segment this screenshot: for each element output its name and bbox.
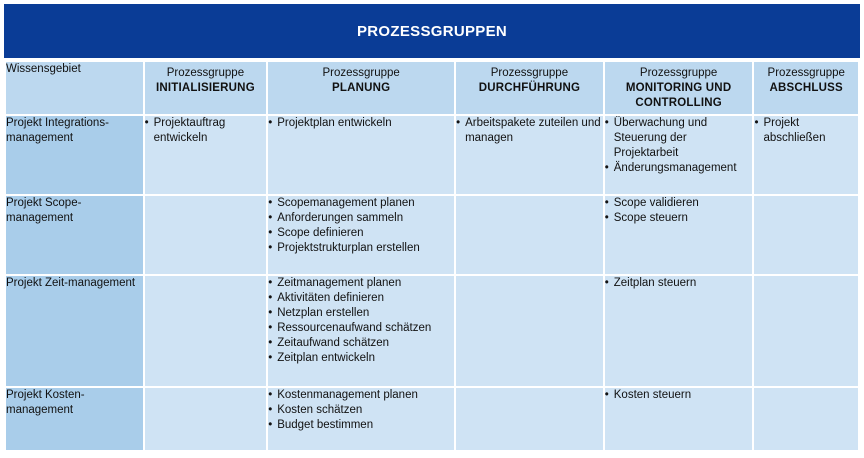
header-planung: Prozessgruppe PLANUNG — [268, 62, 455, 114]
process-item: Änderungsmanagement — [605, 161, 753, 176]
process-cell: Scopemanagement planenAnforderungen samm… — [268, 196, 455, 274]
table-row: Projekt Integrations-management Projekta… — [6, 116, 858, 194]
header-row: Wissensgebiet Prozessgruppe INITIALISIERU… — [6, 62, 858, 114]
process-item: Zeitplan entwickeln — [268, 351, 454, 366]
banner-title: PROZESSGRUPPEN — [4, 4, 860, 58]
process-item: Zeitplan steuern — [605, 276, 753, 291]
knowledge-area-label: Projekt Scope-management — [6, 196, 143, 274]
process-item: Zeitaufwand schätzen — [268, 336, 454, 351]
process-item: Kostenmanagement planen — [268, 388, 454, 403]
process-cell: Projekt abschließen — [754, 116, 858, 194]
process-cell: Überwachung und Steuerung der Projektarb… — [604, 116, 753, 194]
process-item: Zeitmanagement planen — [268, 276, 454, 291]
process-item: Budget bestimmen — [268, 418, 454, 433]
process-cell — [456, 276, 603, 386]
process-item: Scopemanagement planen — [268, 196, 454, 211]
process-cell: Scope validierenScope steuern — [604, 196, 753, 274]
process-item: Netzplan erstellen — [268, 306, 454, 321]
table-row: Projekt Scope-management Scopemanagement… — [6, 196, 858, 274]
header-monitoring-controlling: Prozessgruppe MONITORING UND CONTROLLING — [604, 62, 753, 114]
process-item: Überwachung und Steuerung der Projektarb… — [605, 116, 753, 161]
header-abschluss: Prozessgruppe ABSCHLUSS — [754, 62, 858, 114]
process-cell: Projektplan entwickeln — [268, 116, 455, 194]
process-cell: Projektauftrag entwickeln — [144, 116, 267, 194]
knowledge-area-label: Projekt Kosten-management — [6, 388, 143, 450]
process-cell — [754, 196, 858, 274]
header-knowledge-area: Wissensgebiet — [6, 62, 143, 114]
process-cell — [144, 196, 267, 274]
process-item: Ressourcenaufwand schätzen — [268, 321, 454, 336]
process-item: Projekt abschließen — [754, 116, 858, 146]
process-item: Scope validieren — [605, 196, 753, 211]
process-cell: Arbeitspakete zuteilen und managen — [456, 116, 603, 194]
header-initialisierung: Prozessgruppe INITIALISIERUNG — [144, 62, 267, 114]
process-cell — [754, 276, 858, 386]
process-item: Anforderungen sammeln — [268, 211, 454, 226]
header-durchfuehrung: Prozessgruppe DURCHFÜHRUNG — [456, 62, 603, 114]
process-cell: Zeitmanagement planenAktivitäten definie… — [268, 276, 455, 386]
process-cell — [144, 276, 267, 386]
process-cell: Kosten steuern — [604, 388, 753, 450]
process-item: Scope definieren — [268, 226, 454, 241]
process-item: Projektstrukturplan erstellen — [268, 241, 454, 256]
process-item: Kosten schätzen — [268, 403, 454, 418]
knowledge-area-label: Projekt Integrations-management — [6, 116, 143, 194]
process-cell — [456, 196, 603, 274]
process-cell — [456, 388, 603, 450]
process-cell: Zeitplan steuern — [604, 276, 753, 386]
table-row: Projekt Kosten-management Kostenmanageme… — [6, 388, 858, 450]
table-row: Projekt Zeit-management Zeitmanagement p… — [6, 276, 858, 386]
process-cell — [754, 388, 858, 450]
process-item: Arbeitspakete zuteilen und managen — [456, 116, 603, 146]
process-item: Projektplan entwickeln — [268, 116, 454, 131]
process-item: Projektauftrag entwickeln — [145, 116, 267, 146]
process-item: Kosten steuern — [605, 388, 753, 403]
process-item: Scope steuern — [605, 211, 753, 226]
process-item: Aktivitäten definieren — [268, 291, 454, 306]
process-cell — [144, 388, 267, 450]
process-cell: Kostenmanagement planenKosten schätzenBu… — [268, 388, 455, 450]
knowledge-area-label: Projekt Zeit-management — [6, 276, 143, 386]
process-table: Wissensgebiet Prozessgruppe INITIALISIERU… — [4, 60, 860, 452]
